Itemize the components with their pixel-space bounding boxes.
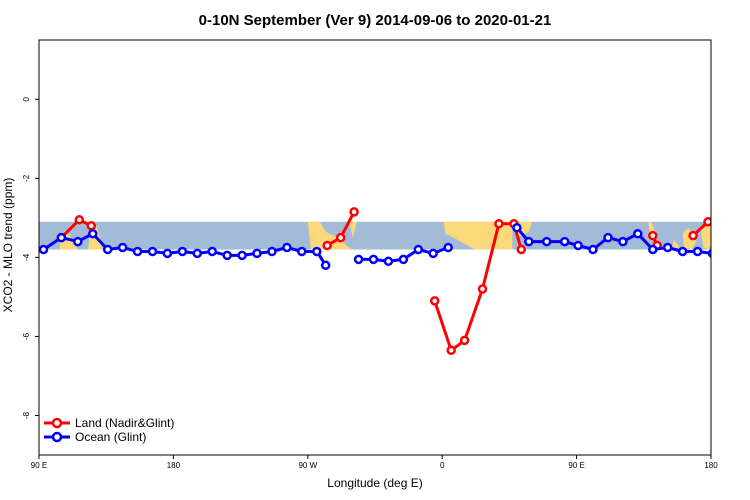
land-series-point (719, 224, 726, 231)
ocean-series-point (648, 244, 658, 255)
ocean-series-point (559, 236, 570, 247)
land-series-point (74, 215, 85, 225)
ocean-series-point (207, 246, 217, 257)
land-series-point (349, 207, 359, 217)
ocean-series-point (282, 242, 292, 253)
y-tick-label: -8 (22, 411, 31, 419)
legend: Land (Nadir&Glint)Ocean (Glint) (44, 416, 174, 444)
ocean-series-point (707, 248, 711, 258)
land-series-point (703, 217, 711, 227)
ocean-series-point (117, 242, 128, 253)
ocean-series-point (353, 254, 364, 265)
land-series-point (494, 219, 504, 229)
ocean-series-point (603, 232, 613, 243)
ocean-series-point (237, 250, 247, 261)
ocean-series-point (512, 222, 522, 233)
plot-area (39, 207, 726, 356)
land-series-point (688, 230, 698, 241)
ocean-series-point (573, 240, 583, 251)
ocean-series-point (677, 246, 688, 257)
land-series-point (429, 296, 440, 306)
y-tick-label: 0 (22, 97, 31, 102)
land-shape (682, 227, 697, 250)
y-tick-label: -6 (22, 332, 31, 340)
x-tick-label: 180 (167, 461, 181, 470)
land-series-point (322, 240, 332, 251)
legend-marker (51, 417, 63, 429)
land-series-point (477, 284, 488, 294)
ocean-series-point (692, 246, 703, 257)
x-tick-label: 180 (704, 461, 718, 470)
land-shape (349, 221, 358, 238)
ocean-series-point (252, 248, 262, 259)
ocean-series-point (312, 246, 322, 257)
ocean-series-point (524, 236, 534, 247)
y-tick-label: -4 (22, 253, 31, 261)
ocean-series-point (633, 228, 643, 239)
ocean-series-point (222, 250, 232, 261)
ocean-series-point (368, 254, 379, 265)
land-series-point (446, 345, 456, 356)
ocean-series-point (192, 248, 203, 259)
ocean-series-point (383, 256, 394, 267)
ocean-series-point (102, 244, 113, 255)
ocean-series-point (88, 228, 98, 239)
ocean-series-point (541, 236, 552, 247)
x-tick-label: 90 W (298, 461, 317, 470)
land-series-point (335, 232, 346, 243)
plot-frame (38, 39, 712, 456)
legend-marker (51, 431, 63, 443)
ocean-series-point (588, 244, 598, 255)
land-series-point (86, 221, 97, 231)
ocean-series-point (132, 246, 143, 257)
chart-title: 0-10N September (Ver 9) 2014-09-06 to 20… (199, 12, 552, 29)
ocean-series-point (413, 244, 424, 255)
x-tick-label: 90 E (568, 461, 584, 470)
ocean-series-point (177, 246, 188, 257)
land-series-point (648, 230, 658, 241)
x-tick-label: 90 E (31, 461, 47, 470)
ocean-series-point (662, 242, 673, 253)
ocean-series-point (320, 260, 331, 271)
land-shape (700, 223, 711, 250)
ocean-series-point (39, 244, 49, 255)
ocean-series-point (428, 248, 438, 259)
y-tick-label: -2 (22, 174, 31, 182)
ocean-series-point (147, 246, 158, 257)
ocean-series-point (297, 246, 307, 257)
y-axis-label: XCO2 - MLO trend (ppm) (1, 178, 15, 313)
ocean-series-point (443, 242, 453, 253)
land-series-point (516, 244, 527, 255)
land-shape (672, 239, 680, 250)
legend-label: Ocean (Glint) (75, 430, 146, 444)
ocean-series-point (398, 254, 409, 265)
x-tick-label: 0 (440, 461, 445, 470)
ocean-series-point (162, 248, 173, 259)
land-shape (307, 221, 353, 250)
legend-label: Land (Nadir&Glint) (75, 416, 174, 430)
ocean-series-point (618, 236, 628, 247)
land-series-point (459, 335, 470, 346)
x-axis-label: Longitude (deg E) (327, 476, 422, 490)
ocean-series-point (267, 246, 277, 257)
ocean-series-point (56, 232, 67, 243)
ocean-series-point (73, 236, 83, 247)
land-shape (718, 230, 725, 250)
